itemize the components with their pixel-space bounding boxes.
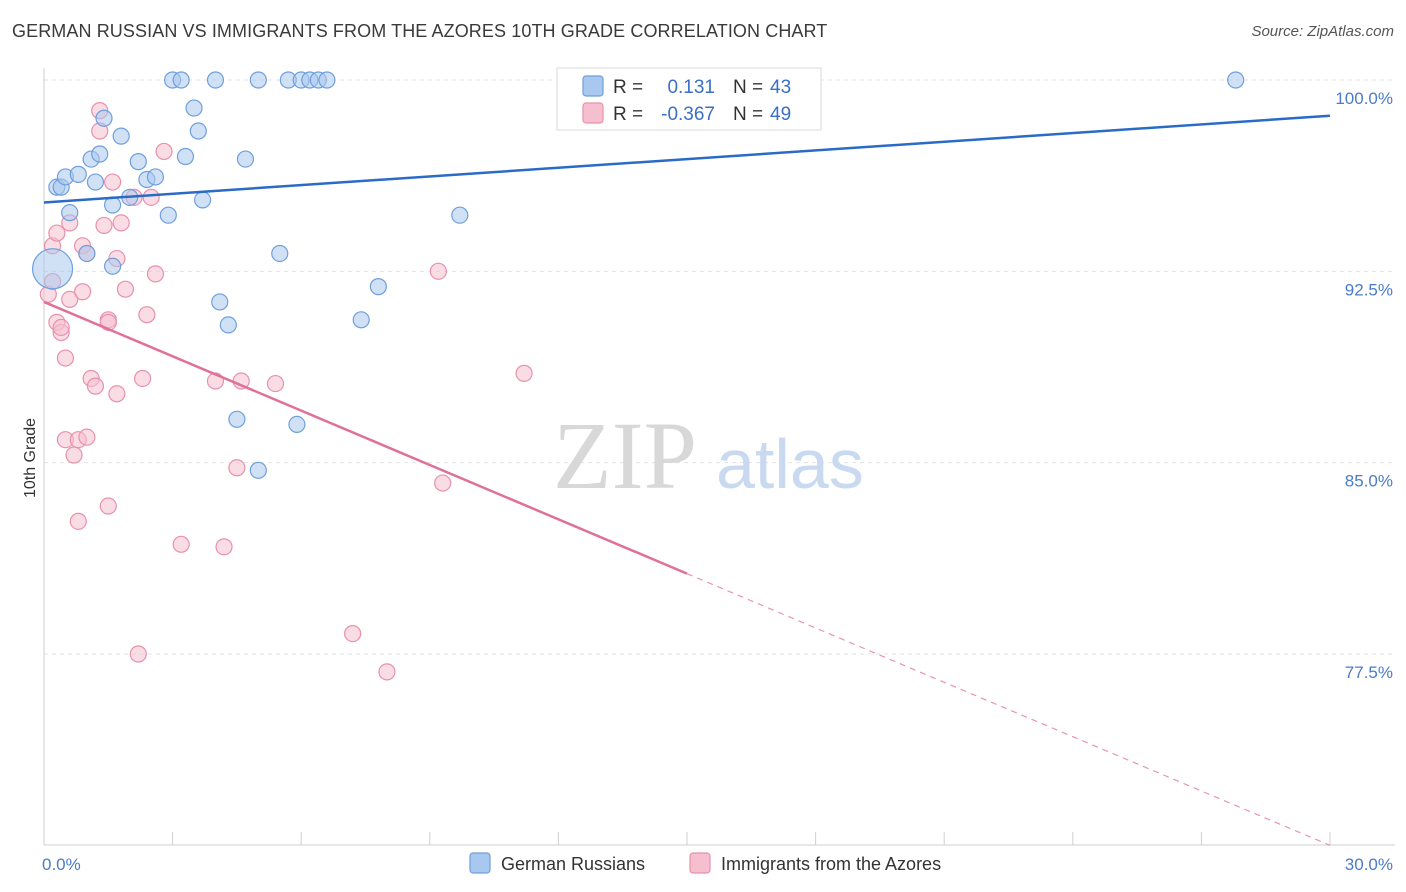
- point-azores-45: [378, 663, 396, 681]
- bottom-legend-swatch-azores: [689, 852, 711, 874]
- x-tick-label-min: 0.0%: [42, 855, 81, 874]
- point-azores-44: [344, 624, 362, 643]
- point-german-russians-42: [1227, 71, 1245, 89]
- point-azores-24: [99, 497, 117, 515]
- point-azores-22: [95, 216, 113, 235]
- point-german-russians-21: [176, 147, 195, 166]
- bottom-legend-label-german-russians: German Russians: [501, 854, 645, 874]
- point-azores-13: [69, 512, 87, 530]
- point-german-russians-26: [211, 293, 229, 311]
- point-azores-46: [429, 262, 447, 280]
- point-german-russians-18: [159, 206, 177, 224]
- point-azores-14: [73, 283, 92, 301]
- point-german-russians-11: [103, 257, 122, 275]
- point-azores-17: [78, 428, 96, 446]
- point-german-russians-29: [236, 150, 255, 168]
- trend-lines: [43, 114, 1331, 846]
- point-german-russians-39: [352, 311, 370, 329]
- tick-labels: 77.5% 85.0% 92.5% 100.0% 0.0% 30.0%: [42, 89, 1393, 874]
- point-german-russians-15: [129, 153, 147, 171]
- point-german-russians-22: [185, 99, 203, 117]
- chart-title: GERMAN RUSSIAN VS IMMIGRANTS FROM THE AZ…: [12, 21, 828, 41]
- point-azores-38: [172, 535, 190, 553]
- point-azores-47: [434, 474, 452, 492]
- point-german-russians-23: [189, 122, 207, 140]
- point-azores-19: [86, 377, 105, 395]
- series-azores-points: [39, 102, 533, 681]
- point-german-russians-6: [78, 244, 96, 263]
- y-tick-label-0: 77.5%: [1345, 663, 1393, 682]
- trend-line-azores: [43, 300, 688, 575]
- point-german-russians-30: [249, 461, 267, 479]
- point-azores-40: [215, 538, 233, 556]
- legend-r-label-1: R =: [613, 77, 643, 98]
- legend-swatch-azores: [582, 102, 604, 124]
- y-tick-label-2: 92.5%: [1345, 280, 1393, 299]
- axes: [43, 68, 1395, 846]
- x-tick-label-max: 30.0%: [1345, 855, 1393, 874]
- point-azores-41: [228, 459, 246, 477]
- bottom-legend: German Russians Immigrants from the Azor…: [469, 852, 941, 874]
- trend-line-azores-extension: [686, 573, 1331, 846]
- y-axis-label: 10th Grade: [22, 418, 39, 498]
- point-azores-32: [129, 645, 147, 663]
- legend-n-label-2: N =: [733, 104, 763, 125]
- point-german-russians-9: [91, 145, 109, 163]
- point-azores-28: [108, 385, 126, 403]
- point-azores-9: [61, 290, 79, 308]
- point-german-russians-32: [271, 244, 289, 263]
- point-german-russians-8: [86, 173, 105, 191]
- point-azores-26: [103, 173, 122, 191]
- point-german-russians-12: [112, 127, 130, 145]
- point-german-russians-24: [194, 191, 212, 209]
- watermark: ZIP atlas: [553, 402, 864, 509]
- legend-r-value-2: -0.367: [661, 104, 715, 125]
- point-azores-43: [266, 374, 285, 393]
- point-azores-6: [52, 318, 70, 337]
- legend-swatch-german-russians: [582, 75, 604, 97]
- y-tick-label-3: 100.0%: [1335, 89, 1393, 108]
- point-german-russians-5: [69, 165, 87, 183]
- point-azores-48: [515, 364, 533, 382]
- point-azores-29: [112, 214, 130, 232]
- legend-n-label-1: N =: [733, 77, 763, 98]
- point-azores-36: [146, 265, 165, 283]
- bottom-legend-label-azores: Immigrants from the Azores: [721, 854, 941, 874]
- series-german-russians-points: [31, 71, 1245, 479]
- point-azores-33: [133, 369, 152, 388]
- point-german-russians-41: [451, 206, 469, 224]
- point-azores-37: [155, 142, 173, 161]
- point-german-russians-0: [31, 248, 74, 290]
- legend-box: R = 0.131 N = 43 R = -0.367 N = 49: [556, 67, 822, 131]
- watermark-zip: ZIP: [553, 402, 697, 509]
- point-azores-3: [48, 224, 66, 242]
- point-german-russians-40: [369, 278, 387, 296]
- point-german-russians-20: [172, 71, 190, 89]
- point-german-russians-27: [219, 316, 237, 334]
- bottom-legend-swatch-german-russians: [469, 852, 491, 874]
- point-german-russians-10: [95, 109, 113, 127]
- point-azores-7: [56, 349, 75, 367]
- point-azores-35: [142, 188, 160, 206]
- legend-r-value-1: 0.131: [667, 77, 715, 98]
- point-german-russians-4: [61, 204, 79, 222]
- point-azores-11: [65, 446, 83, 464]
- legend-n-value-2: 49: [770, 104, 791, 125]
- watermark-atlas: atlas: [716, 425, 864, 503]
- point-german-russians-38: [318, 71, 336, 89]
- y-tick-label-1: 85.0%: [1345, 472, 1393, 491]
- legend-n-value-1: 43: [770, 77, 791, 98]
- point-german-russians-34: [288, 415, 306, 433]
- point-azores-30: [116, 280, 135, 298]
- chart-source: Source: ZipAtlas.com: [1251, 23, 1394, 40]
- point-german-russians-31: [249, 71, 267, 89]
- trend-line-german-russians: [43, 114, 1331, 204]
- point-german-russians-17: [146, 168, 165, 186]
- point-german-russians-28: [228, 410, 246, 428]
- point-german-russians-25: [206, 71, 225, 89]
- legend-r-label-2: R =: [613, 104, 643, 125]
- point-azores-34: [138, 306, 156, 324]
